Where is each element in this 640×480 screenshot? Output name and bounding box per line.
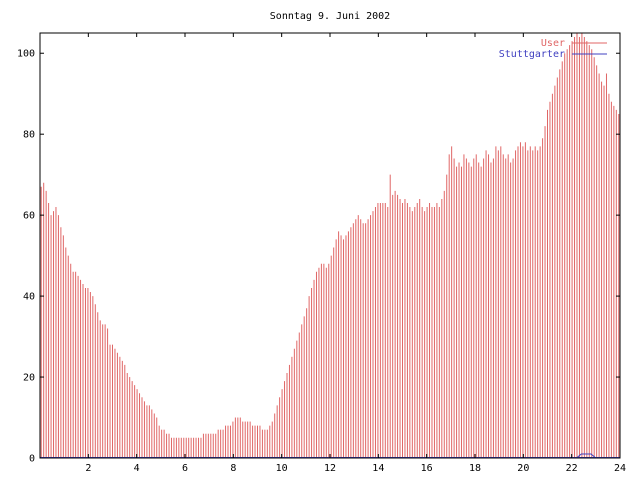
x-tick-label: 8 xyxy=(230,463,236,474)
bar-series-user xyxy=(40,33,620,458)
y-tick-label: 60 xyxy=(23,211,35,222)
y-tick-label: 80 xyxy=(23,130,35,141)
y-tick-label: 20 xyxy=(23,373,35,384)
y-tick-label: 0 xyxy=(29,454,35,465)
x-tick-label: 20 xyxy=(517,463,529,474)
x-tick-label: 2 xyxy=(85,463,91,474)
x-tick-label: 24 xyxy=(614,463,626,474)
chart-title: Sonntag 9. Juni 2002 xyxy=(270,11,390,22)
y-tick-label: 40 xyxy=(23,292,35,303)
series-line xyxy=(576,453,597,459)
x-tick-label: 4 xyxy=(134,463,140,474)
x-tick-label: 10 xyxy=(276,463,288,474)
x-tick-label: 6 xyxy=(182,463,188,474)
x-axis-ticks: 2 4 6 8 10 12 14 16 18 20 22 24 xyxy=(85,33,626,474)
legend-label: Stuttgarter xyxy=(499,49,565,60)
y-axis-ticks: 0 20 40 60 80 100 xyxy=(17,49,620,465)
y-tick-label: 100 xyxy=(17,49,35,60)
x-tick-label: 22 xyxy=(566,463,578,474)
legend-label: User xyxy=(541,38,565,49)
x-tick-label: 16 xyxy=(421,463,433,474)
x-tick-label: 14 xyxy=(372,463,384,474)
x-tick-label: 12 xyxy=(324,463,336,474)
x-tick-label: 18 xyxy=(469,463,481,474)
